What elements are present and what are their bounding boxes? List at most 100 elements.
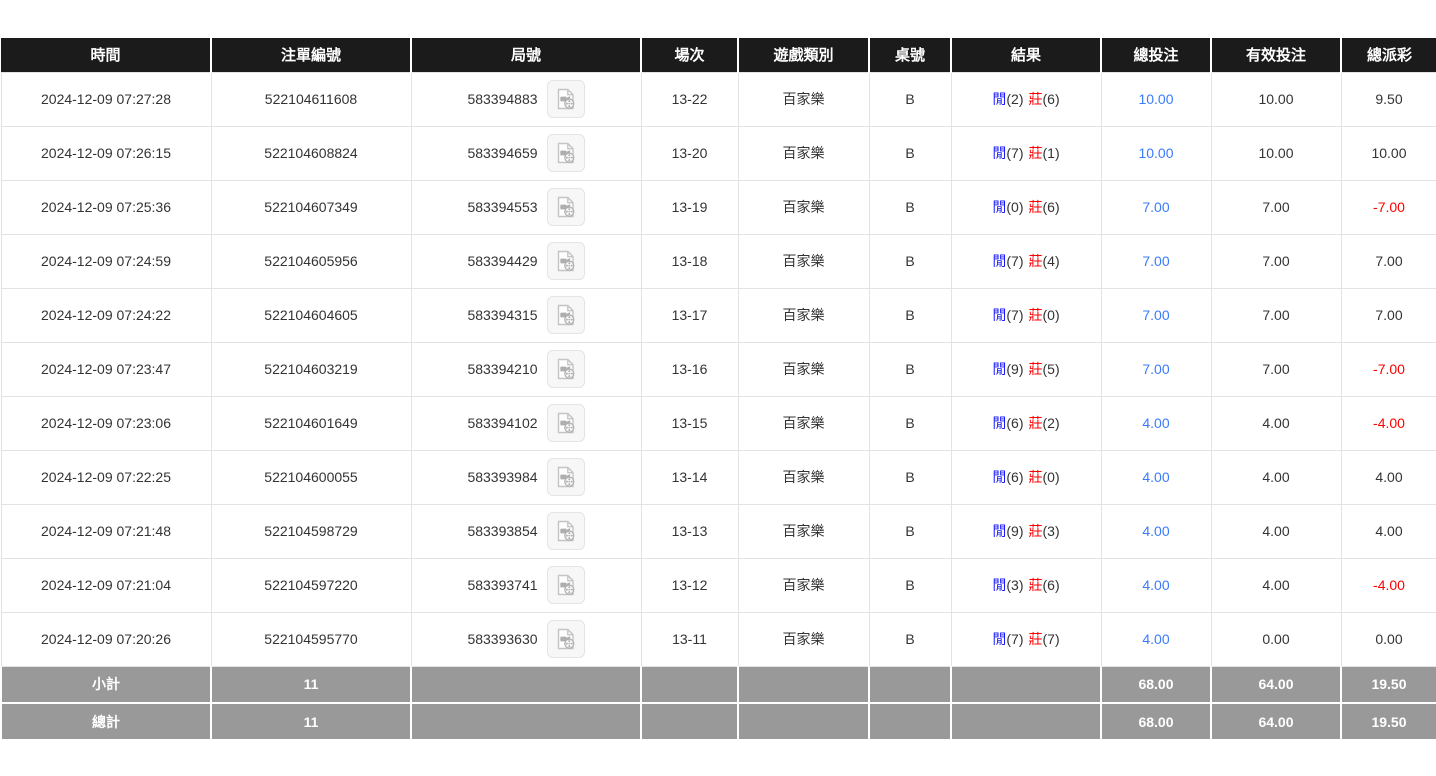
table-body: 2024-12-09 07:27:28 522104611608 583394883… xyxy=(0,71,1436,667)
total-bet-link[interactable]: 7.00 xyxy=(1142,199,1170,215)
total-bet-cell: 4.00 xyxy=(1100,503,1212,559)
total-payout-cell: -7.00 xyxy=(1340,341,1436,397)
table-row: 2024-12-09 07:23:06 522104601649 583394102… xyxy=(0,395,1436,451)
result-banker-points: (2) xyxy=(1042,415,1060,431)
result-banker-points: (3) xyxy=(1042,523,1060,539)
valid-bet-cell: 4.00 xyxy=(1210,449,1342,505)
total-bet-link[interactable]: 10.00 xyxy=(1138,145,1174,161)
video-replay-button[interactable] xyxy=(546,512,585,550)
round-cell: 583393984 xyxy=(410,449,642,505)
table-row: 2024-12-09 07:25:36 522104607349 583394553… xyxy=(0,179,1436,235)
round-number: 583394883 xyxy=(467,91,538,107)
total-payout-cell: -4.00 xyxy=(1340,557,1436,613)
valid-bet-cell: 10.00 xyxy=(1210,125,1342,181)
valid-bet-cell: 4.00 xyxy=(1210,395,1342,451)
round-cell: 583393854 xyxy=(410,503,642,559)
valid-bet-cell: 0.00 xyxy=(1210,611,1342,667)
bet-id-cell: 522104600055 xyxy=(210,449,412,505)
grand-total-valid-bet: 64.00 xyxy=(1210,702,1342,741)
video-record-icon xyxy=(557,196,574,218)
grand-total-empty-cell xyxy=(737,702,870,741)
table-header: 時間 注單編號 局號 場次 遊戲類別 桌號 結果 總投注 有效投注 總派彩 xyxy=(1,38,1436,72)
round-wrap: 583393854 xyxy=(416,512,637,550)
game-type-cell: 百家樂 xyxy=(737,179,870,235)
video-record-icon xyxy=(557,142,574,164)
result-player-label: 閒 xyxy=(992,577,1007,593)
bet-id-cell: 522104605956 xyxy=(210,233,412,289)
total-bet-link[interactable]: 4.00 xyxy=(1142,631,1170,647)
total-bet-link[interactable]: 7.00 xyxy=(1142,361,1170,377)
grand-total-empty-cell xyxy=(868,702,952,741)
header-row: 時間 注單編號 局號 場次 遊戲類別 桌號 結果 總投注 有效投注 總派彩 xyxy=(1,38,1436,72)
table-no-cell: B xyxy=(868,125,952,181)
total-bet-link[interactable]: 4.00 xyxy=(1142,577,1170,593)
video-replay-button[interactable] xyxy=(546,242,585,280)
result-banker-points: (0) xyxy=(1042,307,1060,323)
result-banker-label: 莊 xyxy=(1028,523,1043,539)
game-type-cell: 百家樂 xyxy=(737,503,870,559)
result-player-label: 閒 xyxy=(992,307,1007,323)
grand-total-row: 總計 11 68.00 64.00 19.50 xyxy=(0,702,1436,741)
session-cell: 13-17 xyxy=(640,287,739,343)
result-cell: 閒(7) 莊(1) xyxy=(950,125,1102,181)
round-cell: 583393741 xyxy=(410,557,642,613)
result-player-label: 閒 xyxy=(992,415,1007,431)
total-bet-link[interactable]: 10.00 xyxy=(1138,91,1174,107)
session-cell: 13-16 xyxy=(640,341,739,397)
video-replay-button[interactable] xyxy=(546,134,585,172)
column-header-time: 時間 xyxy=(1,38,212,72)
video-replay-button[interactable] xyxy=(546,296,585,334)
round-cell: 583394883 xyxy=(410,71,642,127)
video-replay-button[interactable] xyxy=(546,566,585,604)
time-cell: 2024-12-09 07:27:28 xyxy=(0,71,212,127)
video-replay-button[interactable] xyxy=(546,188,585,226)
total-bet-link[interactable]: 4.00 xyxy=(1142,469,1170,485)
column-header-round: 局號 xyxy=(411,38,642,72)
result-player-points: (0) xyxy=(1006,199,1024,215)
video-replay-button[interactable] xyxy=(546,404,585,442)
total-payout-cell: 0.00 xyxy=(1340,611,1436,667)
session-cell: 13-14 xyxy=(640,449,739,505)
result-player-points: (9) xyxy=(1006,361,1024,377)
session-cell: 13-18 xyxy=(640,233,739,289)
grand-total-label: 總計 xyxy=(0,702,212,741)
result-player-points: (7) xyxy=(1006,253,1024,269)
video-record-icon xyxy=(557,466,574,488)
result-banker-label: 莊 xyxy=(1028,469,1043,485)
valid-bet-cell: 4.00 xyxy=(1210,557,1342,613)
video-replay-button[interactable] xyxy=(546,458,585,496)
grand-total-empty-cell xyxy=(640,702,739,741)
result-banker-points: (6) xyxy=(1042,91,1060,107)
round-wrap: 583394429 xyxy=(416,242,637,280)
video-replay-button[interactable] xyxy=(546,620,585,658)
total-bet-link[interactable]: 7.00 xyxy=(1142,307,1170,323)
table-no-cell: B xyxy=(868,395,952,451)
total-bet-link[interactable]: 7.00 xyxy=(1142,253,1170,269)
result-banker-points: (1) xyxy=(1042,145,1060,161)
round-cell: 583393630 xyxy=(410,611,642,667)
bet-id-cell: 522104597220 xyxy=(210,557,412,613)
grand-total-total-bet: 68.00 xyxy=(1100,702,1212,741)
valid-bet-cell: 4.00 xyxy=(1210,503,1342,559)
total-bet-link[interactable]: 4.00 xyxy=(1142,415,1170,431)
subtotal-empty-cell xyxy=(868,665,952,704)
game-type-cell: 百家樂 xyxy=(737,611,870,667)
column-header-total-bet: 總投注 xyxy=(1101,38,1212,72)
subtotal-total-payout: 19.50 xyxy=(1340,665,1436,704)
time-cell: 2024-12-09 07:25:36 xyxy=(0,179,212,235)
subtotal-empty-cell xyxy=(640,665,739,704)
subtotal-empty-cell xyxy=(737,665,870,704)
total-bet-link[interactable]: 4.00 xyxy=(1142,523,1170,539)
result-banker-label: 莊 xyxy=(1028,145,1043,161)
result-banker-label: 莊 xyxy=(1028,361,1043,377)
video-replay-button[interactable] xyxy=(546,350,585,388)
table-row: 2024-12-09 07:26:15 522104608824 583394659… xyxy=(0,125,1436,181)
table-no-cell: B xyxy=(868,503,952,559)
time-cell: 2024-12-09 07:23:47 xyxy=(0,341,212,397)
result-player-label: 閒 xyxy=(992,631,1007,647)
valid-bet-cell: 7.00 xyxy=(1210,341,1342,397)
game-type-cell: 百家樂 xyxy=(737,449,870,505)
total-payout-cell: 10.00 xyxy=(1340,125,1436,181)
video-replay-button[interactable] xyxy=(546,80,585,118)
